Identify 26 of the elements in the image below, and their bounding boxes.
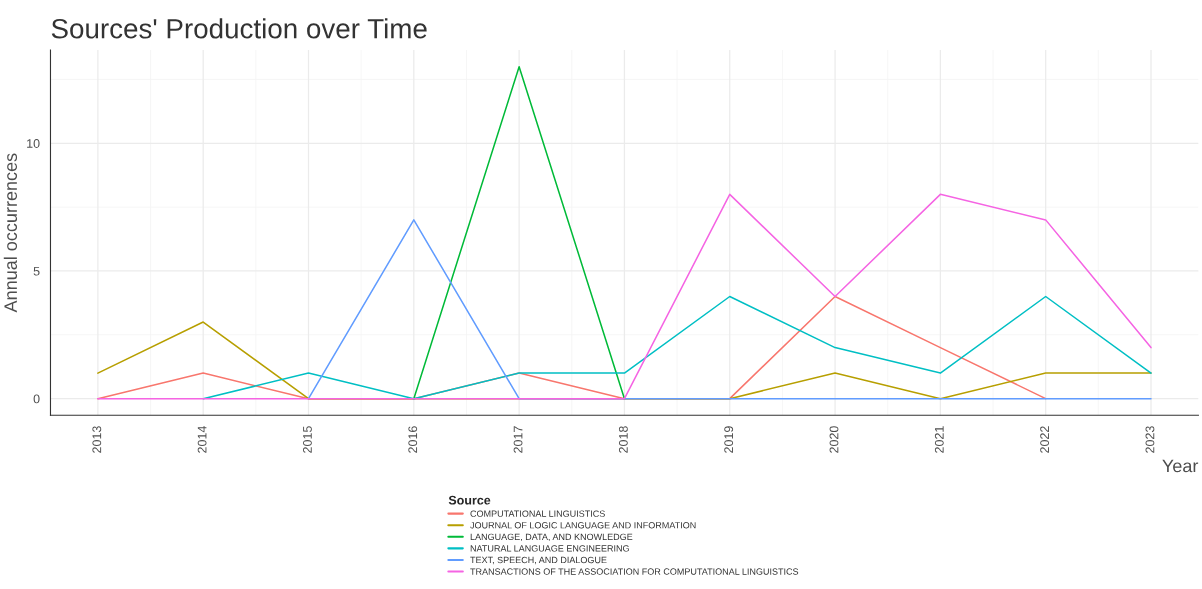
legend-label: TEXT, SPEECH, AND DIALOGUE (470, 556, 607, 565)
y-tick-label: 5 (33, 266, 40, 276)
legend-label: LANGUAGE, DATA, AND KNOWLEDGE (470, 533, 633, 542)
y-tick-label: 10 (27, 139, 40, 148)
legend-label: COMPUTATIONAL LINGUISTICS (470, 510, 605, 517)
chart-title: Sources' Production over Time (51, 18, 427, 39)
x-tick-label: 2023 (1145, 426, 1155, 453)
y-tick-label: 0 (33, 394, 40, 404)
x-tick-label: 2021 (934, 426, 944, 453)
x-tick-label: 2017 (513, 426, 523, 453)
x-tick-label: 2016 (408, 426, 418, 453)
legend-title: Source (448, 495, 491, 505)
x-tick-label: 2019 (724, 426, 734, 453)
x-tick-label: 2013 (92, 426, 102, 453)
x-tick-label: 2018 (618, 426, 628, 453)
x-tick-label: 2022 (1040, 426, 1050, 453)
legend-label: JOURNAL OF LOGIC LANGUAGE AND INFORMATION (470, 522, 696, 529)
legend-label: TRANSACTIONS OF THE ASSOCIATION FOR COMPUTATIONAL LINGUISTICS (470, 568, 799, 575)
x-tick-label: 2020 (829, 426, 839, 453)
x-tick-label: 2014 (197, 426, 207, 453)
line-series (202, 295, 1152, 400)
y-axis-title: Annual occurrences (3, 153, 18, 313)
x-tick-label: 2015 (303, 426, 312, 453)
x-axis-title: Year (1162, 459, 1199, 473)
legend-label: NATURAL LANGUAGE ENGINEERING (470, 545, 629, 552)
line-series (97, 193, 1152, 400)
